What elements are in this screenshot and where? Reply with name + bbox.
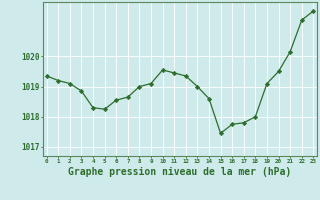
X-axis label: Graphe pression niveau de la mer (hPa): Graphe pression niveau de la mer (hPa) xyxy=(68,167,292,177)
